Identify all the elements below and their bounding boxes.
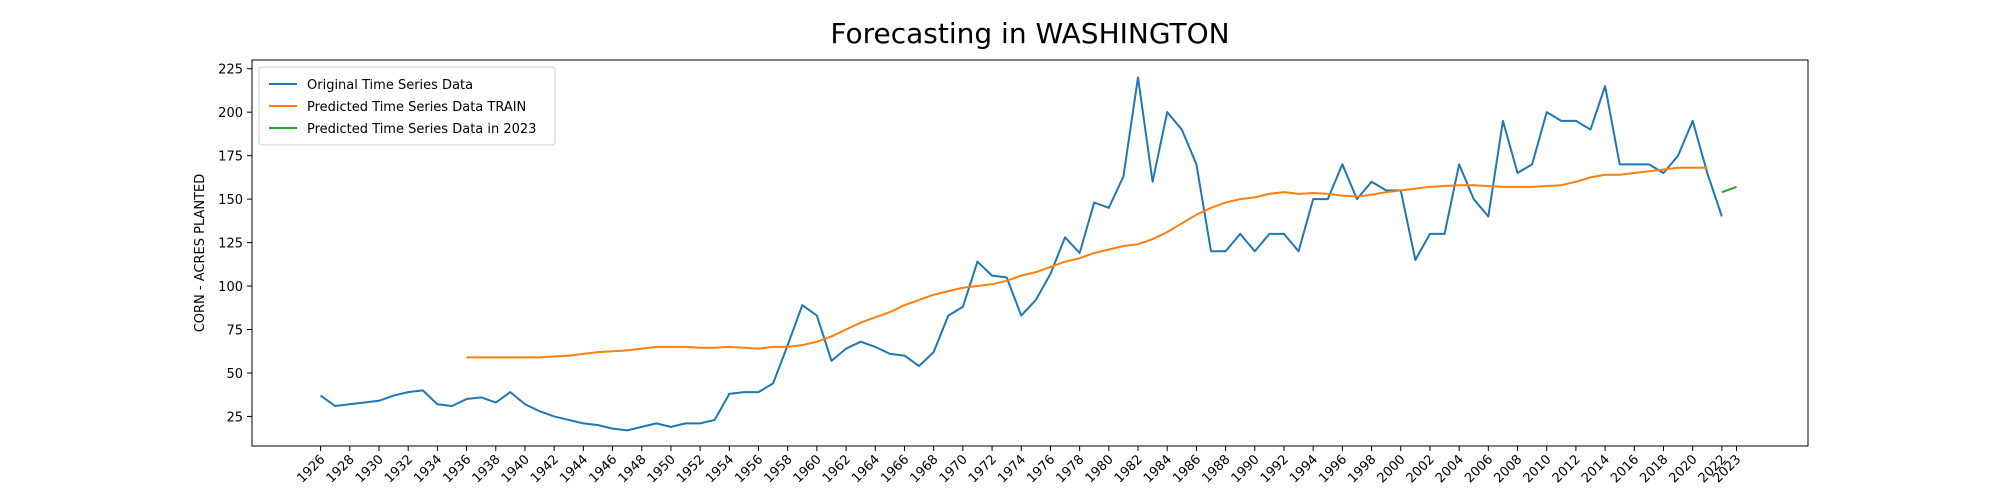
legend-label: Original Time Series Data [307,78,473,93]
line-series [466,166,1708,359]
y-tick-label: 225 [218,63,243,78]
y-tick-label: 50 [226,367,243,382]
y-axis-label: CORN - ACRES PLANTED [193,174,208,333]
y-tick-label: 125 [218,237,243,252]
y-tick-label: 25 [226,410,243,425]
y-tick-label: 150 [218,193,243,208]
y-tick-label: 100 [218,280,243,295]
y-tick-label: 200 [218,106,243,121]
axes-frame [251,59,1809,447]
legend-label: Predicted Time Series Data in 2023 [307,122,536,137]
y-tick-label: 175 [218,150,243,165]
line-series [1721,185,1737,194]
chart-title: Forecasting in WASHINGTON [830,17,1229,50]
y-tick-label: 75 [226,324,243,339]
legend: Original Time Series Data Predicted Time … [258,66,556,146]
legend-box [258,66,556,146]
line-series [320,76,1723,432]
legend-label: Predicted Time Series Data TRAIN [307,100,526,115]
